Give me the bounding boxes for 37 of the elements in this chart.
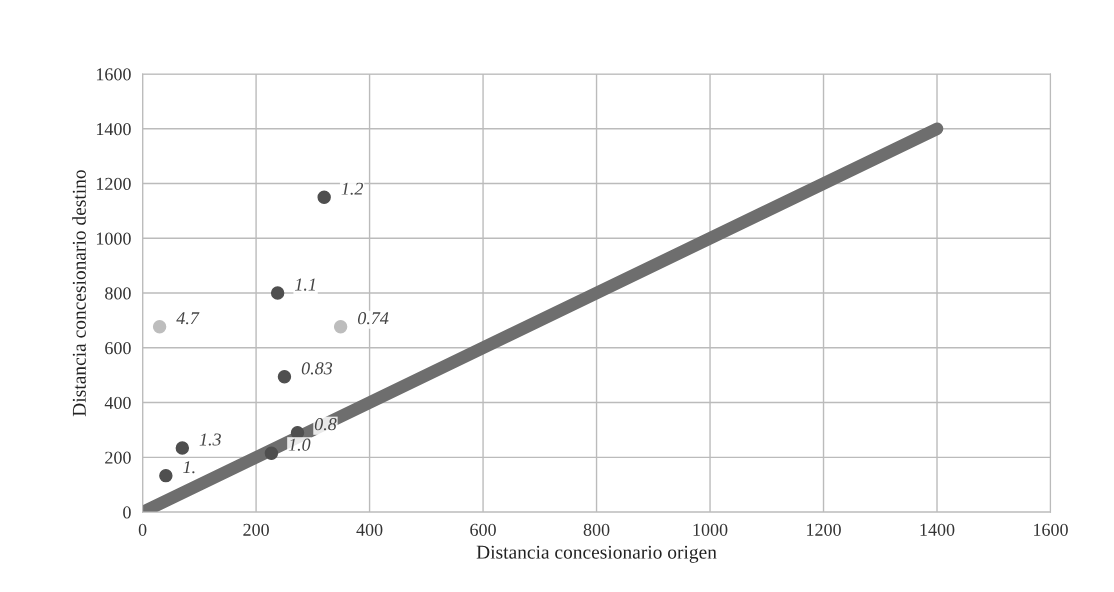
point (264, 446, 279, 460)
y-tick-label: 1000 (96, 232, 131, 245)
x-tick-label: 1200 (807, 523, 841, 536)
point (270, 286, 285, 300)
y-tick-label: 200 (105, 451, 131, 464)
annotation: 0.74 (357, 312, 389, 325)
point (152, 320, 167, 334)
x-tick-label: 200 (243, 523, 269, 536)
point (277, 370, 292, 384)
point (317, 190, 331, 204)
y-axis-title: Distancia concesionario destino (72, 170, 86, 417)
x-tick-label: 0 (138, 523, 147, 536)
x-tick-label: 1000 (693, 523, 728, 536)
x-tick-label: 600 (470, 523, 496, 536)
point (159, 468, 173, 483)
y-tick-label: 0 (123, 506, 131, 519)
annotation: 1.0 (288, 438, 311, 451)
annotation: 1.1 (294, 278, 315, 291)
annotation: 4.7 (176, 312, 200, 325)
annotation: 1.2 (341, 182, 364, 195)
x-tick-label: 400 (356, 523, 383, 536)
annotation: 0.83 (301, 362, 333, 375)
y-tick-label: 1400 (96, 123, 131, 136)
point (175, 441, 190, 455)
y-tick-label: 400 (104, 396, 131, 409)
x-tick-label: 800 (583, 523, 610, 536)
annotation: 1.3 (199, 433, 221, 446)
y-tick-label: 600 (105, 342, 131, 355)
x-axis-title: Distancia concesionario origen (476, 545, 717, 563)
annotation: 0.8 (314, 418, 337, 431)
point (333, 320, 348, 334)
y-tick-label: 1200 (96, 177, 131, 190)
annotation: 1. (183, 461, 195, 474)
x-tick-label: 1400 (920, 523, 955, 536)
y-tick-label: 1600 (96, 68, 131, 81)
x-tick-label: 1600 (1034, 523, 1068, 536)
y-tick-label: 800 (105, 287, 131, 300)
